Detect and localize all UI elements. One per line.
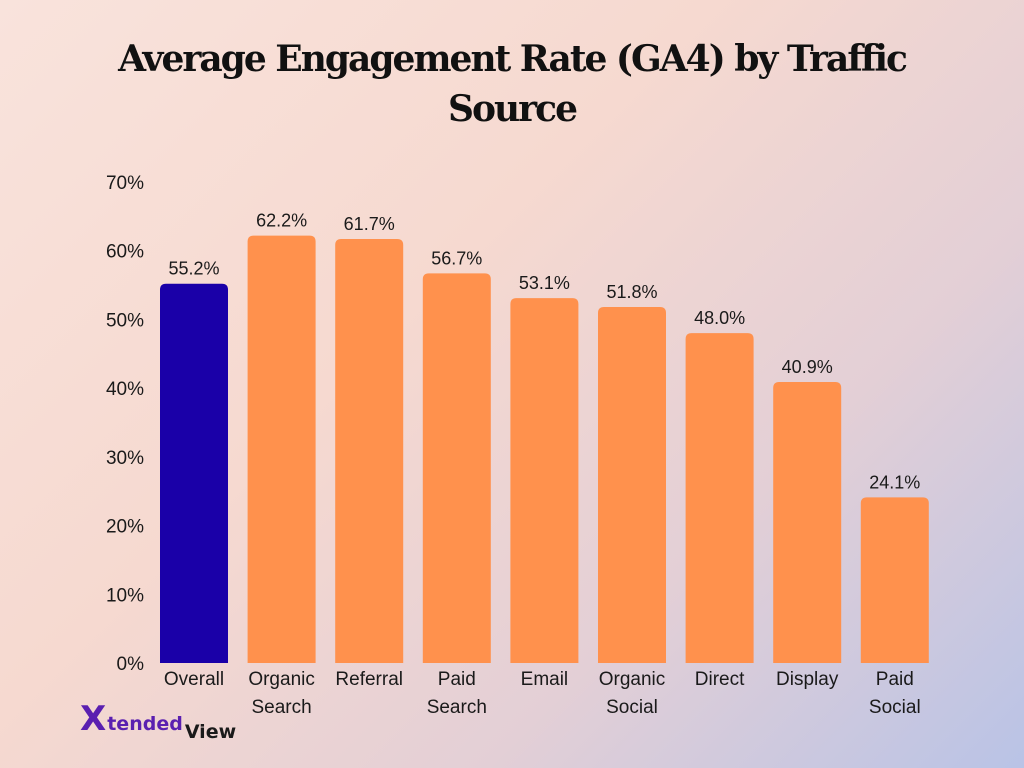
y-tick-label: 70% [106,173,144,194]
data-label: 51.8% [606,282,657,302]
logo-tended-text: tended [107,713,183,735]
data-label: 62.2% [256,211,307,231]
y-tick-label: 30% [106,448,144,469]
x-tick-label: Paid [876,669,914,690]
data-label: 48.0% [694,308,745,328]
y-tick-label: 40% [106,379,144,400]
bar [598,307,666,663]
y-tick-label: 10% [106,585,144,606]
logo-x-mark: X [80,699,107,739]
x-tick-label: Email [521,669,569,690]
bar [685,333,754,663]
x-tick-label: Search [251,697,311,718]
bar [510,298,579,663]
logo-view-text: View [184,721,237,743]
chart-title: Average Engagement Rate (GA4) by Traffic… [118,38,908,130]
data-label: 61.7% [344,214,395,234]
bar [422,273,491,663]
y-tick-label: 50% [106,310,144,331]
data-label: 56.7% [431,248,482,268]
bar [335,239,404,664]
x-tick-label: Overall [164,669,224,690]
bar [773,381,842,663]
bar [860,497,929,663]
y-tick-label: 0% [117,654,145,675]
data-label: 53.1% [519,273,570,293]
bar [247,235,316,663]
x-tick-label: Organic [599,669,666,690]
x-tick-label: Paid [438,669,476,690]
data-label: 24.1% [869,472,920,492]
x-tick-label: Organic [248,669,315,690]
y-tick-label: 20% [106,517,144,538]
x-tick-label: Direct [695,669,745,690]
x-tick-label: Referral [335,669,403,690]
data-label: 40.9% [782,357,833,377]
x-tick-label: Search [427,697,487,718]
x-tick-label: Display [776,669,839,690]
bar [160,283,228,663]
logo: X tended View [80,699,236,743]
y-tick-label: 60% [106,242,144,263]
data-label: 55.2% [168,259,219,279]
x-tick-label: Social [606,697,658,718]
x-tick-label: Social [869,697,921,718]
